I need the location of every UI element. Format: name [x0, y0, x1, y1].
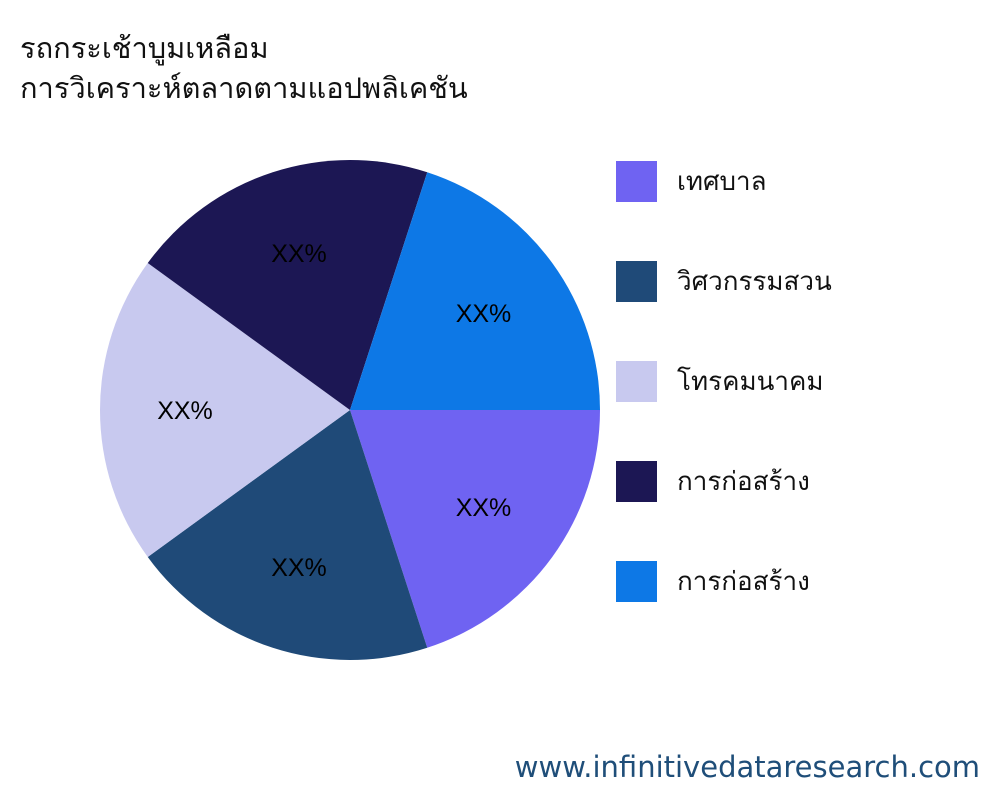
pie-slice [100, 263, 350, 557]
pie-slice [350, 410, 600, 648]
pie-slice [147, 160, 428, 410]
legend-item: การก่อสร้าง [616, 560, 810, 602]
legend-item: โทรคมนาคม [616, 360, 824, 402]
legend-label: เทศบาล [677, 166, 767, 197]
legend-label: วิศวกรรมสวน [677, 266, 832, 297]
legend-swatch [616, 360, 657, 402]
data-label: XX% [456, 494, 512, 522]
data-label: XX% [157, 397, 213, 425]
legend-swatch [616, 460, 657, 502]
data-label: XX% [271, 554, 327, 582]
legend-swatch [616, 560, 657, 602]
pie-slice [350, 172, 600, 410]
legend-swatch [616, 160, 657, 202]
legend-item: เทศบาล [616, 160, 767, 202]
legend-label: โทรคมนาคม [677, 366, 824, 397]
legend-item: วิศวกรรมสวน [616, 260, 832, 302]
data-label: XX% [456, 300, 512, 328]
legend-swatch [616, 260, 657, 302]
chart-title-line-2: การวิเคราะห์ตลาดตามแอปพลิเคชัน [20, 71, 468, 105]
legend-label: การก่อสร้าง [677, 566, 810, 597]
legend-item: การก่อสร้าง [616, 460, 810, 502]
chart-title-line-1: รถกระเช้าบูมเหลือม [20, 31, 269, 65]
legend-label: การก่อสร้าง [677, 466, 810, 497]
data-label: XX% [271, 240, 327, 268]
pie-slice [147, 410, 428, 660]
footer-url[interactable]: www.infinitivedataresearch.com [514, 750, 980, 784]
